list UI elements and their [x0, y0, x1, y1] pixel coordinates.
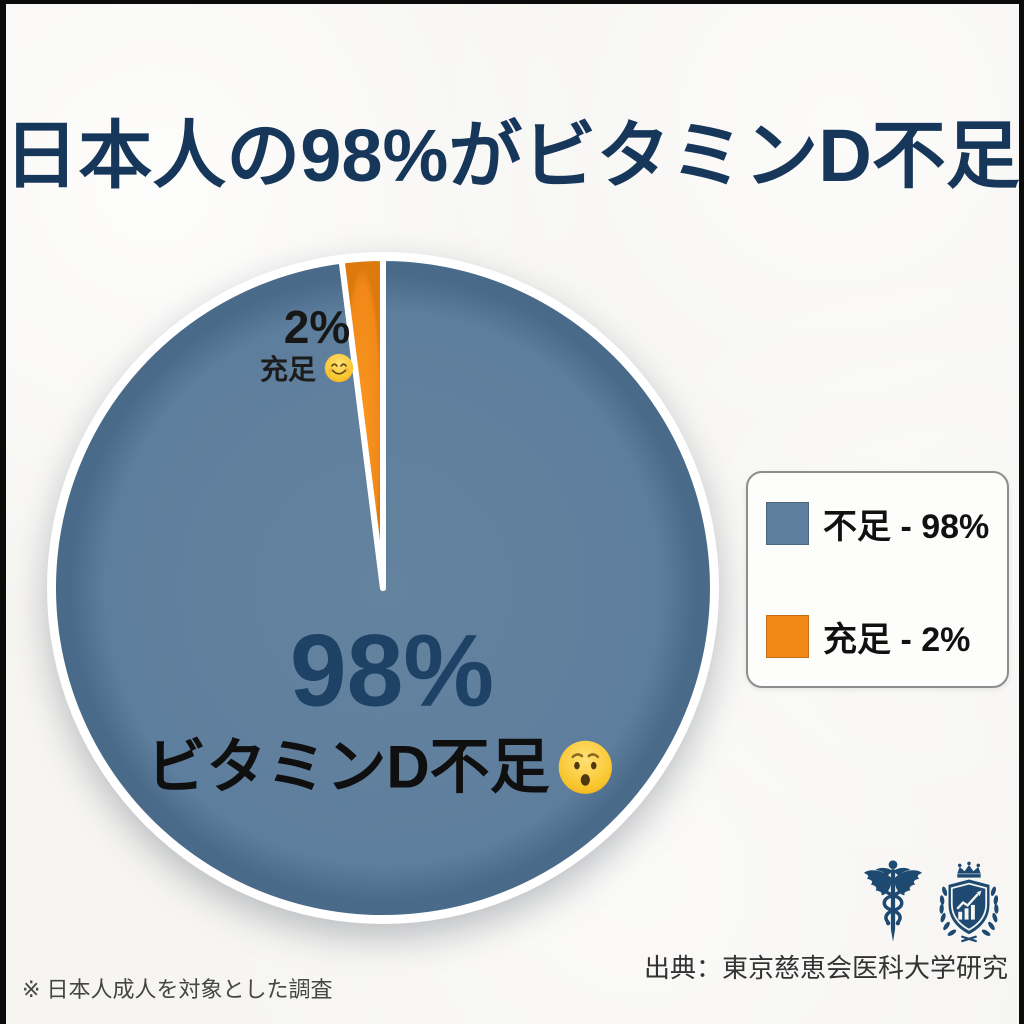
footnote: ※ 日本人成人を対象とした調査 — [22, 977, 333, 1002]
worried-face-emoji — [558, 740, 614, 810]
legend-swatch-sufficient — [766, 615, 809, 658]
legend-swatch-deficient — [766, 502, 809, 545]
page-title: 日本人の98%がビタミンD不足 — [4, 113, 1020, 197]
legend-label-deficient: 不足 - 98% — [823, 508, 990, 546]
source-text: 出典：東京慈恵会医科大学研究 — [643, 953, 1008, 983]
footer-icons — [862, 858, 1002, 949]
smiling-face-emoji — [324, 353, 354, 390]
legend: 不足 - 98% 充足 - 2% — [746, 471, 1009, 688]
legend-item-deficient: 不足 - 98% — [766, 499, 997, 548]
pie-center-value: 98% — [289, 613, 495, 728]
medical-crest-icon — [936, 860, 1002, 949]
slice-sufficient-value-label: 2% — [283, 301, 351, 353]
slice-sufficient-text: 充足 — [259, 354, 317, 386]
legend-label-sufficient: 充足 - 2% — [823, 621, 971, 659]
pie-slices — [50, 255, 716, 921]
pie-slice-sufficient — [338, 255, 386, 591]
caduceus-icon — [862, 858, 924, 949]
pie-chart — [47, 252, 719, 924]
frame-border-top — [0, 0, 1024, 4]
frame-border-left — [0, 0, 6, 1024]
frame-border-right — [1019, 0, 1024, 1024]
legend-item-sufficient: 充足 - 2% — [766, 612, 997, 661]
pie-center-text: ビタミンD不足 — [146, 733, 550, 801]
pie-center-label: ビタミンD不足 — [146, 718, 613, 809]
slice-sufficient-text-label: 充足 — [260, 348, 354, 390]
